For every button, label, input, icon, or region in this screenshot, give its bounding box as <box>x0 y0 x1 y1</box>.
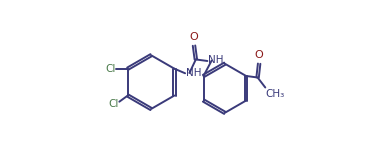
Text: Cl: Cl <box>108 99 118 109</box>
Text: Cl: Cl <box>105 64 115 74</box>
Text: O: O <box>189 32 198 42</box>
Text: CH₃: CH₃ <box>266 89 285 99</box>
Text: NH: NH <box>186 68 201 78</box>
Text: O: O <box>255 50 264 60</box>
Text: NH: NH <box>208 55 223 65</box>
